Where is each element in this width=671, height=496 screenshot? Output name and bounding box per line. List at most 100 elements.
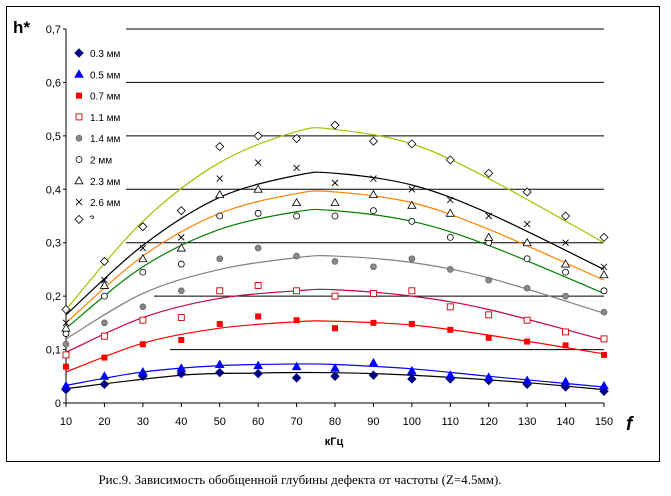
legend-label: 2.6 мм [90,198,121,209]
data-point [561,211,571,221]
data-point [139,341,146,348]
data-point [485,276,493,284]
y-tick-label: 0,5 [46,131,61,143]
data-point [560,259,571,268]
x-tick-label: 50 [214,416,226,428]
x-marker-stroke [485,212,493,220]
legend-label: 2.3 мм [90,177,121,188]
x-marker-stroke [331,179,339,187]
data-point [331,212,339,220]
data-point [138,253,148,263]
data-point [447,326,454,333]
data-point [600,263,608,271]
legend-label: 0.7 мм [90,92,121,103]
legend-marker [74,69,84,78]
data-point [177,314,185,321]
data-point [215,189,225,199]
data-point [291,197,302,207]
data-point [445,208,455,217]
legend-marker [75,113,83,121]
data-point [176,243,186,252]
data-point [446,233,454,241]
data-point [524,338,531,345]
data-point [291,373,302,383]
data-point [562,268,569,276]
data-point [330,197,340,207]
data-point [445,155,455,165]
data-point [216,212,224,220]
data-point [368,357,379,367]
data-point [253,368,263,379]
legend-label: 1.4 мм [90,134,121,145]
data-point [254,282,262,289]
data-point [99,371,110,380]
legend-marker [75,198,83,206]
data-point [523,284,531,292]
data-point [216,175,224,182]
data-point [599,380,609,390]
x-tick-label: 130 [518,416,536,428]
data-point [406,365,417,375]
data-point [254,159,262,166]
data-point [216,320,223,327]
data-point [446,266,454,273]
x-tick-label: 100 [403,416,421,428]
data-point [368,370,379,380]
data-point [562,328,570,336]
x-marker-stroke [293,164,300,172]
x-marker-stroke [139,244,147,252]
data-point [562,342,569,349]
x-axis-title: f [626,414,634,435]
data-point [408,287,416,295]
legend-label: 1.1 мм [90,113,121,124]
legend-marker [76,92,82,99]
x-tick-label: 40 [175,416,187,428]
x-tick-label: 60 [252,416,264,428]
x-marker-stroke [101,276,108,284]
data-point [370,319,377,326]
data-point [216,255,224,263]
data-point [61,304,71,315]
x-tick-label: 120 [480,416,498,428]
y-tick-label: 0,6 [46,77,61,89]
data-point [293,287,301,295]
data-point [408,217,416,225]
x-marker-stroke [62,319,70,327]
data-point [485,212,493,220]
data-point [368,136,378,146]
x-tick-label: 30 [137,416,149,428]
data-point [61,380,71,390]
x-marker-stroke [562,239,569,247]
data-point [523,220,531,228]
data-point [293,212,300,220]
data-point [483,372,494,381]
chart: 0 0,1 0,2 0,3 0,4 0,5 0,6 0,7 10 20 30 40 50 60 70 80 90… [13,18,634,448]
data-point [408,320,415,327]
y-axis-title: h* [13,18,30,37]
legend-label: 0.5 мм [90,70,121,81]
data-point [330,120,340,130]
data-point [370,263,377,271]
y-tick-label: 0,3 [46,238,61,250]
y-tick-label: 0,4 [46,184,61,196]
data-point [331,179,339,187]
data-point [484,232,494,241]
x-axis-unit: кГц [325,436,344,448]
data-point [446,196,454,204]
data-point [177,260,185,268]
data-point [254,244,262,252]
data-point [291,361,302,371]
figure-caption: Рис.9. Зависимость обобщенной глубины де… [98,472,502,487]
data-point [138,222,148,232]
legend-marker [74,175,84,185]
legend-label: 2 мм [90,156,112,167]
y-tick-label: 0,1 [46,345,61,357]
series-trendline [65,171,605,316]
data-point [368,189,379,199]
data-point [254,209,262,217]
data-point [331,258,339,265]
data-point [332,325,338,332]
x-marker-stroke [177,234,185,241]
data-point [330,363,340,372]
data-point [253,360,264,370]
